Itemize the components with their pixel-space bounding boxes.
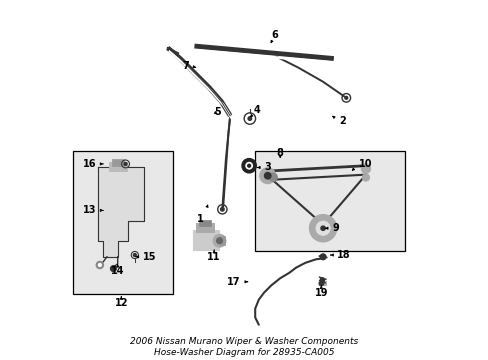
- Text: 17: 17: [227, 277, 241, 287]
- Circle shape: [320, 254, 325, 260]
- Text: 11: 11: [207, 252, 221, 262]
- Text: 15: 15: [142, 252, 156, 262]
- Circle shape: [264, 172, 270, 179]
- Text: 6: 6: [271, 30, 278, 40]
- Text: 8: 8: [276, 148, 283, 158]
- Circle shape: [344, 96, 347, 99]
- Bar: [218, 236, 225, 245]
- Text: 5: 5: [214, 107, 221, 117]
- Bar: [192, 230, 219, 249]
- Circle shape: [245, 162, 252, 169]
- Circle shape: [96, 261, 103, 269]
- Circle shape: [98, 264, 101, 266]
- Circle shape: [220, 207, 224, 211]
- Circle shape: [259, 168, 275, 184]
- Circle shape: [110, 266, 116, 271]
- Text: 3: 3: [264, 162, 270, 172]
- Text: 16: 16: [82, 159, 96, 169]
- Circle shape: [320, 226, 325, 230]
- Circle shape: [362, 174, 369, 181]
- Text: 10: 10: [358, 159, 371, 169]
- Bar: [111, 159, 123, 166]
- Bar: [73, 152, 173, 294]
- Circle shape: [309, 215, 336, 242]
- Circle shape: [268, 173, 277, 181]
- Bar: [320, 281, 325, 285]
- Text: 19: 19: [314, 288, 327, 297]
- Text: 18: 18: [337, 250, 350, 260]
- Polygon shape: [98, 167, 144, 257]
- Circle shape: [247, 164, 250, 167]
- Text: 2: 2: [339, 116, 345, 126]
- Text: 2006 Nissan Murano Wiper & Washer Components
Hose-Washer Diagram for 28935-CA005: 2006 Nissan Murano Wiper & Washer Compon…: [130, 337, 358, 357]
- Text: 1: 1: [196, 214, 203, 224]
- Circle shape: [213, 234, 225, 247]
- Text: 4: 4: [253, 105, 260, 115]
- Bar: [199, 220, 210, 226]
- Circle shape: [124, 162, 127, 165]
- Circle shape: [315, 221, 329, 235]
- Circle shape: [133, 253, 136, 256]
- Bar: [255, 152, 405, 251]
- Text: 13: 13: [82, 205, 96, 215]
- Circle shape: [247, 117, 251, 120]
- Bar: [196, 223, 214, 232]
- Circle shape: [320, 278, 324, 282]
- Text: 12: 12: [114, 298, 128, 308]
- Circle shape: [242, 158, 256, 173]
- Text: 14: 14: [111, 266, 124, 276]
- Circle shape: [216, 238, 222, 244]
- Text: 9: 9: [331, 223, 338, 233]
- Bar: [108, 162, 126, 171]
- Text: 7: 7: [182, 61, 189, 71]
- Circle shape: [319, 282, 323, 286]
- Circle shape: [361, 164, 370, 173]
